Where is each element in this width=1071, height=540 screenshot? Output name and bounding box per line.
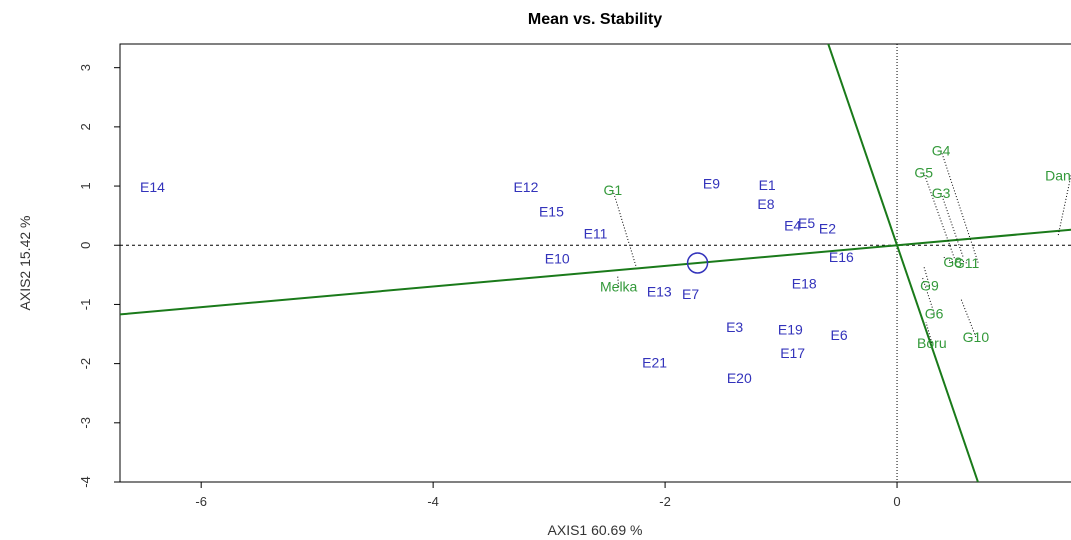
environment-label: E17 xyxy=(780,345,805,361)
environment-label: E21 xyxy=(642,354,667,370)
y-tick-label: -2 xyxy=(78,358,93,370)
projection-line xyxy=(940,150,979,264)
projection-line xyxy=(617,274,620,287)
genotype-label: Danda'a xyxy=(1045,167,1071,183)
y-tick-label: 3 xyxy=(78,64,93,71)
environment-label: E18 xyxy=(792,276,817,292)
x-axis-label: AXIS1 60.69 % xyxy=(548,522,643,538)
environment-label: E2 xyxy=(819,221,836,237)
average-environment-circle xyxy=(686,252,709,274)
projection-line xyxy=(955,257,967,264)
y-tick-label: 0 xyxy=(78,242,93,249)
environment-label: E14 xyxy=(140,179,165,195)
projection-line xyxy=(612,190,637,267)
environment-label: E12 xyxy=(513,179,538,195)
genotype-label: Melka xyxy=(600,279,638,295)
y-tick-label: -1 xyxy=(78,299,93,311)
x-tick-label: -4 xyxy=(427,494,439,509)
environment-label: E16 xyxy=(829,249,854,265)
chart-title: Mean vs. Stability xyxy=(528,11,662,28)
projection-line xyxy=(960,298,977,338)
environment-label: E11 xyxy=(584,225,608,241)
environment-label: E19 xyxy=(778,321,803,337)
y-axis-ticks: -4 -3 -2 -1 0 1 2 3 xyxy=(78,64,120,488)
projection-line xyxy=(923,265,930,286)
environment-label: E5 xyxy=(798,215,815,231)
plot-frame xyxy=(119,43,1071,483)
x-tick-label: -6 xyxy=(195,494,207,509)
aec-lines xyxy=(120,44,1071,482)
x-tick-label: 0 xyxy=(893,494,900,509)
aec-ordinate-line xyxy=(827,44,980,482)
projection-line xyxy=(940,192,964,258)
y-tick-label: -3 xyxy=(78,417,93,429)
genotype-label: G5 xyxy=(914,164,933,180)
environment-label: E13 xyxy=(647,283,672,299)
genotype-label: G11 xyxy=(954,255,980,271)
genotype-label: G6 xyxy=(925,305,944,321)
projection-line xyxy=(1057,175,1071,236)
environment-label: E10 xyxy=(545,250,570,266)
environment-label: E4 xyxy=(784,218,801,234)
environment-label: E20 xyxy=(727,370,752,386)
genotype-label: G9 xyxy=(920,277,939,293)
y-axis-label: AXIS2 15.42 % xyxy=(17,216,33,311)
y-tick-label: 1 xyxy=(78,182,93,189)
x-axis-ticks: -6 -4 -2 0 xyxy=(195,482,901,509)
projection-line xyxy=(925,322,933,344)
y-tick-label: 2 xyxy=(78,123,93,130)
genotype-label: G3 xyxy=(932,185,951,201)
genotype-label: G1 xyxy=(604,182,623,198)
y-tick-label: -4 xyxy=(78,476,93,488)
genotype-label: G4 xyxy=(932,143,951,159)
environment-label: E1 xyxy=(759,177,776,193)
environment-label: E9 xyxy=(703,176,720,192)
genotype-projections xyxy=(612,150,1071,344)
genotype-label: G8 xyxy=(943,254,962,270)
genotype-label: G10 xyxy=(963,329,990,345)
projection-line xyxy=(922,277,935,314)
environment-label: E7 xyxy=(682,286,699,302)
average-environment-marker xyxy=(686,252,709,274)
environment-label: E6 xyxy=(830,327,847,343)
x-tick-label: -2 xyxy=(659,494,671,509)
environment-label: E3 xyxy=(726,319,743,335)
aec-abscissa-line xyxy=(120,228,1071,316)
reference-lines xyxy=(120,44,1071,482)
projection-line xyxy=(923,172,956,261)
genotype-label: Boru xyxy=(917,335,947,351)
environment-label: E15 xyxy=(539,204,564,220)
environment-label: E8 xyxy=(757,196,774,212)
